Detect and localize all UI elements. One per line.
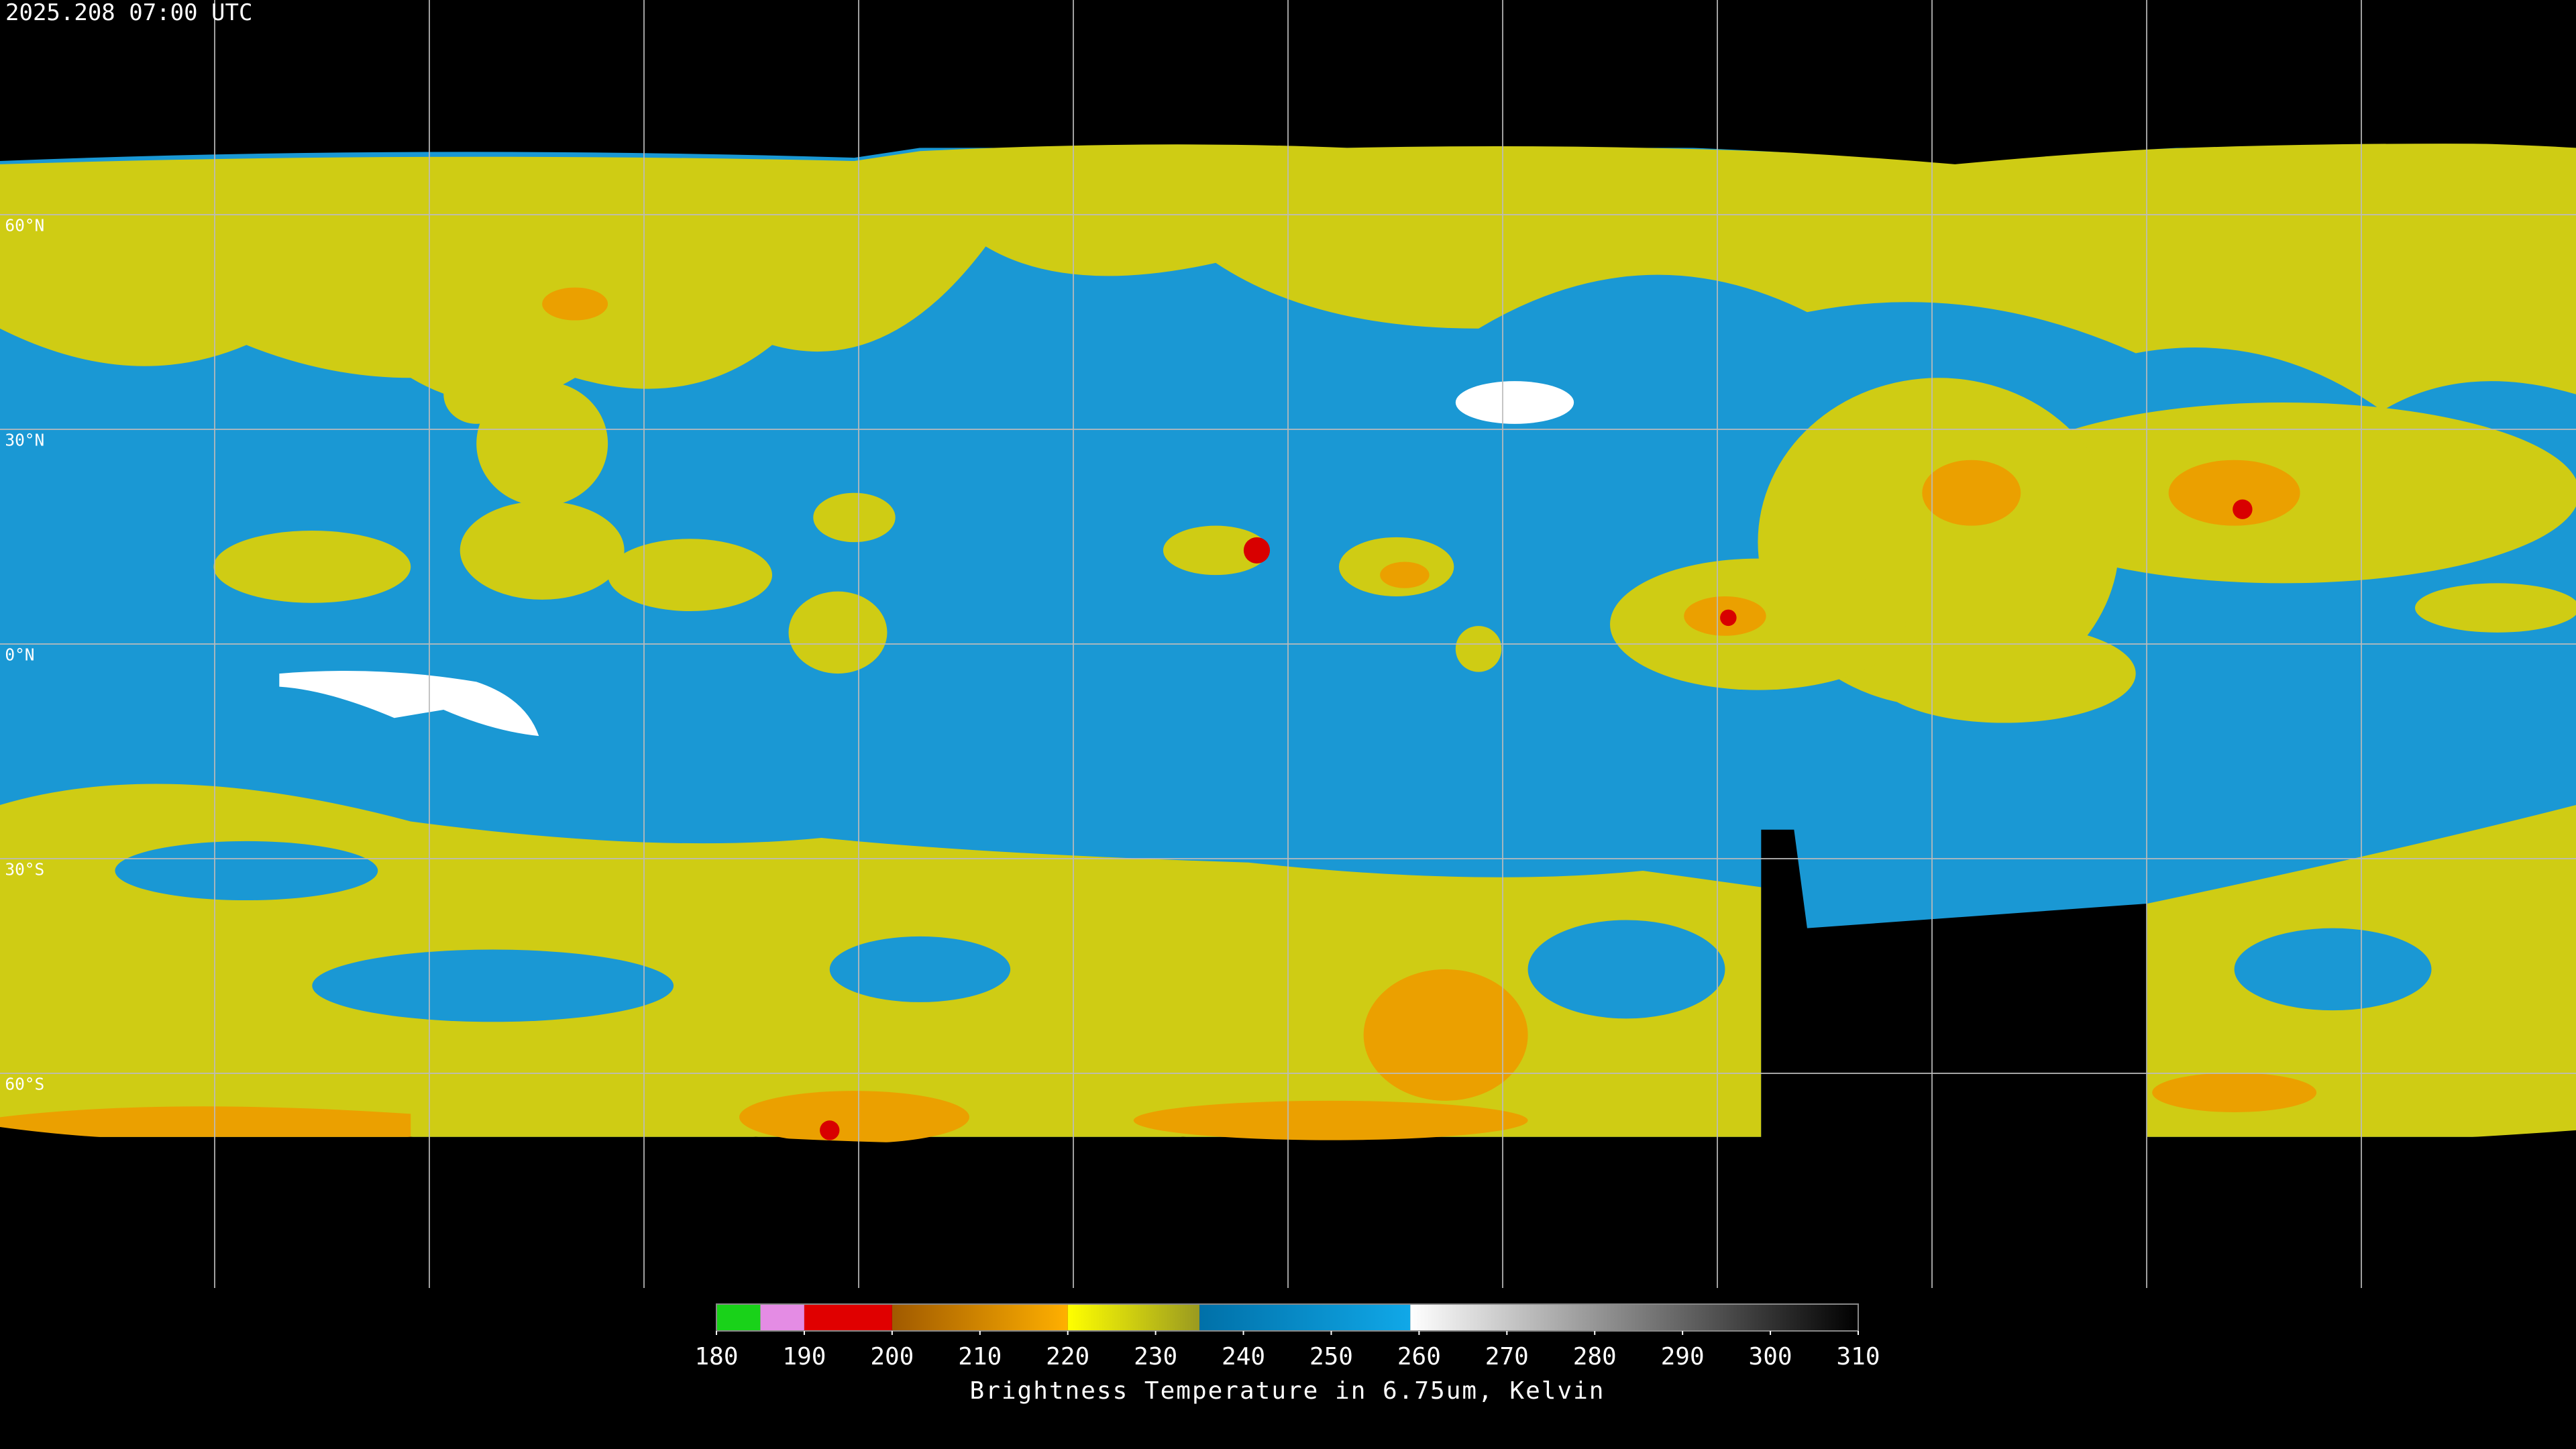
colorbar-tick-label: 240: [1222, 1343, 1265, 1371]
lat-label: 60°S: [5, 1075, 44, 1094]
colorbar-segment: [892, 1304, 1068, 1331]
colorbar-label: Brightness Temperature in 6.75um, Kelvin: [970, 1377, 1605, 1405]
colorbar-segment: [1199, 1304, 1411, 1331]
lat-label: 30°N: [5, 430, 44, 449]
colorbar-tick-label: 270: [1485, 1343, 1529, 1371]
colorbar-tick-label: 280: [1573, 1343, 1617, 1371]
colorbar-tick-label: 310: [1836, 1343, 1880, 1371]
colorbar-tick-label: 300: [1749, 1343, 1792, 1371]
lat-label: 0°N: [5, 645, 34, 664]
map: 60°N 30°N 0°N 30°S 60°S: [0, 0, 2576, 1289]
colorbar-tick-label: 230: [1134, 1343, 1177, 1371]
cold-areas: [0, 287, 2317, 1144]
colorbar-tick-label: 290: [1661, 1343, 1705, 1371]
coldest-tops: [820, 499, 2253, 1140]
colorbar-tick-label: 260: [1397, 1343, 1441, 1371]
no-data-gap: [1761, 829, 2147, 1150]
colorbar-segment: [1410, 1304, 1858, 1331]
colorbar-tick-label: 190: [782, 1343, 826, 1371]
timestamp: 2025.208 07:00 UTC: [5, 0, 252, 26]
dry-swirls: [115, 841, 2432, 1022]
colorbar-tick-label: 220: [1046, 1343, 1089, 1371]
colorbar-segment: [760, 1304, 804, 1331]
colorbar-segment: [1067, 1304, 1200, 1331]
colorbar-tick-label: 250: [1309, 1343, 1353, 1371]
graticule: [0, 0, 2576, 1289]
colorbar: 180 190 200 210 220 230 240 250 260 270 280 290 300 3…: [694, 1303, 1880, 1371]
colorbar-frame: [716, 1303, 1859, 1332]
lat-labels: 60°N 30°N 0°N 30°S 60°S: [5, 215, 44, 1093]
colorbar-tick-label: 180: [694, 1343, 738, 1371]
colorbar-segment: [716, 1304, 761, 1331]
lat-label: 30°S: [5, 860, 44, 879]
colorbar-segment: [804, 1304, 892, 1331]
colorbar-tick-label: 210: [958, 1343, 1002, 1371]
colorbar-tick-label: 200: [870, 1343, 914, 1371]
warm-areas: [279, 381, 1574, 737]
lat-label: 60°N: [5, 215, 44, 235]
